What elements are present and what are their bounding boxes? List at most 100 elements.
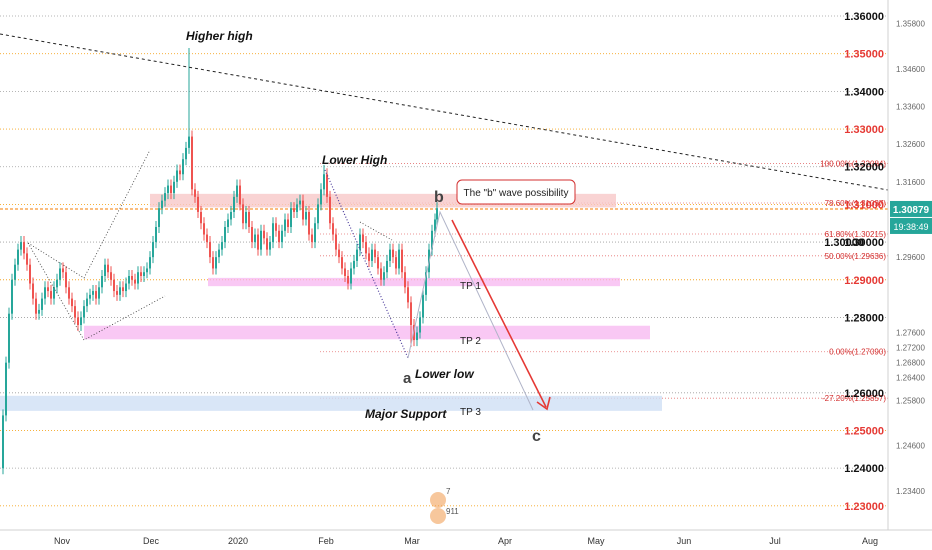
candle-body — [341, 257, 343, 269]
candle-body — [119, 287, 121, 295]
watermark-number: 7 — [446, 487, 451, 496]
candle-body — [68, 287, 70, 299]
candle-body — [59, 268, 61, 280]
candle-body — [236, 185, 238, 197]
candle-body — [284, 219, 286, 231]
candle-body — [320, 189, 322, 205]
b-wave-note: The "b" wave possibility — [464, 188, 569, 199]
candle-body — [332, 223, 334, 235]
candle-body — [83, 306, 85, 318]
candle-body — [290, 208, 292, 228]
candle-body — [329, 196, 331, 224]
tp2-label: TP 2 — [460, 336, 481, 347]
candle-body — [149, 257, 151, 269]
y-tick-label-minor: 1.27200 — [896, 344, 925, 353]
y-tick-label-major: 1.26000 — [844, 388, 884, 400]
candle-body — [107, 264, 109, 273]
x-tick-label: Apr — [498, 536, 512, 546]
candle-body — [155, 227, 157, 243]
y-tick-label-minor: 1.34600 — [896, 65, 925, 74]
candle-body — [221, 242, 223, 250]
candle-body — [374, 249, 376, 258]
candle-body — [158, 208, 160, 228]
candle-body — [233, 196, 235, 212]
watermark-number: 911 — [446, 507, 459, 516]
candle-body — [152, 242, 154, 258]
price-axis[interactable]: 1.36000 1.35800 1.35000 1.34600 1.34000 1.336… — [824, 0, 932, 530]
candle-body — [29, 264, 31, 284]
candle-body — [92, 291, 94, 295]
fib-label: 100.00%(1.32084) — [820, 160, 886, 169]
tp3-label: TP 3 — [460, 407, 481, 418]
candle-body — [131, 275, 133, 280]
candle-body — [251, 227, 253, 243]
wave-a-label: a — [403, 370, 412, 387]
candle-body — [185, 147, 187, 160]
tp1-zone — [208, 277, 620, 287]
y-tick-label-major: 1.28000 — [844, 312, 884, 324]
channel-line — [359, 221, 393, 241]
candle-body — [215, 257, 217, 269]
overlays — [0, 33, 889, 524]
candle-body — [218, 249, 220, 258]
x-tick-label: Dec — [143, 536, 160, 546]
y-tick-label-major: 1.35000 — [844, 49, 884, 61]
countdown-badge — [890, 217, 932, 234]
candle-body — [125, 283, 127, 292]
candle-body — [65, 272, 67, 288]
candle-body — [302, 200, 304, 220]
candle-body — [248, 211, 250, 228]
fib-label: 78.60%(1.31037) — [825, 199, 887, 208]
candle-body — [266, 238, 268, 250]
candle-body — [311, 234, 313, 243]
candle-body — [143, 272, 145, 276]
candle-body — [8, 313, 10, 363]
candle-body — [434, 219, 436, 231]
y-tick-label-minor: 1.33600 — [896, 102, 925, 111]
candle-body — [17, 249, 19, 265]
candle-body — [101, 275, 103, 288]
y-tick-label-major: 1.34000 — [844, 86, 884, 98]
y-tick-label-major: 1.23000 — [844, 501, 884, 513]
candle-body — [389, 249, 391, 261]
candle-body — [134, 279, 136, 284]
candle-body — [398, 249, 400, 269]
candle-body — [419, 317, 421, 333]
x-tick-label: May — [587, 536, 605, 546]
y-tick-label-major: 1.29000 — [844, 275, 884, 287]
time-axis[interactable]: Nov Dec 2020 Feb Mar Apr May Jun Jul Aug — [0, 529, 932, 550]
y-tick-label-minor: 1.31600 — [896, 178, 925, 187]
candle-body — [416, 332, 418, 341]
candle-body — [56, 279, 58, 288]
candle-body — [269, 242, 271, 250]
candle-body — [335, 234, 337, 250]
candle-body — [146, 268, 148, 273]
y-tick-label-minor: 1.35800 — [896, 20, 925, 29]
candle-body — [176, 170, 178, 182]
candle-body — [206, 234, 208, 243]
y-tick-label-major: 1.30000 — [844, 237, 884, 249]
candle-body — [179, 170, 181, 175]
y-tick-label-major: 1.30000 — [824, 237, 864, 249]
x-tick-label: Mar — [404, 536, 420, 546]
candle-body — [104, 264, 106, 276]
candle-body — [296, 204, 298, 212]
tp1-label: TP 1 — [460, 281, 481, 292]
candle-body — [38, 309, 40, 314]
candle-body — [200, 211, 202, 224]
candle-body — [353, 260, 355, 269]
candle-body — [212, 257, 214, 269]
support-zone — [0, 395, 662, 411]
candle-body — [368, 253, 370, 261]
candle-body — [245, 211, 247, 224]
candle-body — [122, 287, 124, 292]
candle-body — [14, 264, 16, 280]
fib-label: 0.00%(1.27090) — [829, 348, 886, 357]
candle-body — [128, 275, 130, 284]
candle-body — [161, 200, 163, 209]
wedge-line — [27, 149, 151, 279]
y-tick-label-minor: 1.23400 — [896, 487, 925, 496]
y-tick-label-minor: 1.29600 — [896, 253, 925, 262]
